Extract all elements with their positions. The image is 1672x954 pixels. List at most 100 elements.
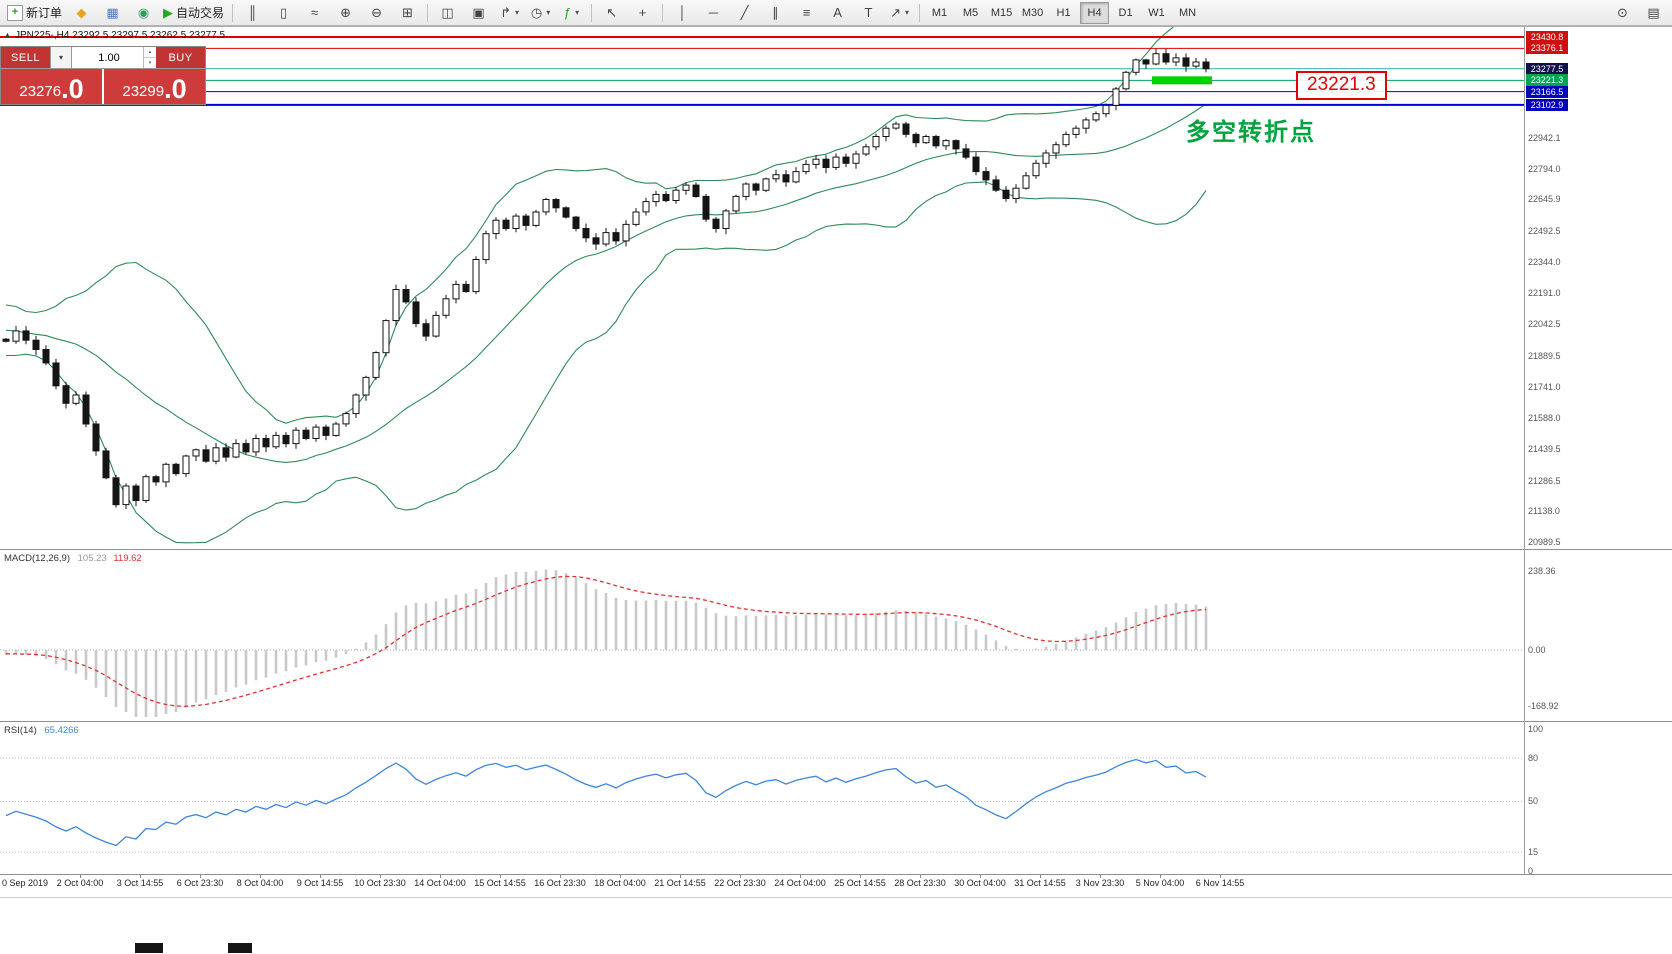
buy-price-display[interactable]: 23299 .0 [104,69,205,104]
horizontal-line-icon[interactable]: ─ [698,1,729,25]
fibonacci-icon: ≡ [802,5,811,20]
data-window-icon[interactable]: ▦ [97,1,128,25]
navigator-icon: ◉ [137,5,150,20]
price-level-tag: 23102.9 [1526,99,1568,111]
zoom-in-icon: ⊕ [340,5,351,20]
time-axis-tick [1220,875,1221,878]
macd-axis-label: 238.36 [1528,566,1556,576]
market-watch-icon[interactable]: ◆ [66,1,97,25]
navigator-icon[interactable]: ◉ [128,1,159,25]
tile-windows-icon[interactable]: ◫ [432,1,463,25]
price-axis-label: 22344.0 [1528,257,1561,267]
period-icon[interactable]: ◷ ▾ [525,1,556,25]
sell-price-display[interactable]: 23276 .0 [1,69,102,104]
text-label-icon[interactable]: T [853,1,884,25]
trade-panel-controls: SELL ▾ ▴ ▾ BUY [0,46,206,68]
fibonacci-icon[interactable]: ≡ [791,1,822,25]
volume-field-wrap: ▴ ▾ [72,47,156,68]
cascade-windows-icon: ▣ [472,5,485,20]
candlestick-chart-icon[interactable]: ▯ [268,1,299,25]
price-axis-label: 21741.0 [1528,382,1561,392]
zoom-in-icon[interactable]: ⊕ [330,1,361,25]
dropdown-caret-icon: ▾ [575,8,580,17]
time-axis-tick [140,875,141,878]
new-order-button[interactable]: + 新订单 [3,1,66,25]
indicators-icon[interactable]: ƒ ▾ [556,1,587,25]
tf-mn[interactable]: MN [1178,6,1197,19]
tf-m15[interactable]: M15 [990,6,1013,19]
time-axis-tick [680,875,681,878]
cursor-icon[interactable]: ↖ [596,1,627,25]
text-icon: A [833,5,842,20]
new-order-button-label: 新订单 [26,6,63,20]
price-level-tag: 23430.8 [1526,31,1568,43]
auto-trading-button-label: 自动交易 [176,6,225,20]
channel-icon: ∥ [772,5,779,20]
cascade-windows-icon[interactable]: ▣ [463,1,494,25]
volume-down-icon[interactable]: ▾ [148,60,152,66]
zoom-out-icon[interactable]: ⊖ [361,1,392,25]
time-axis-label: 6 Oct 23:30 [176,878,224,888]
sell-price-frac: .0 [61,74,84,104]
new-chart-icon[interactable]: ▤ [1638,1,1669,25]
volume-input[interactable] [72,47,156,68]
rsi-axis-label: 100 [1528,724,1544,734]
market-watch-icon: ◆ [76,5,87,20]
price-axis-label: 21588.0 [1528,413,1561,423]
period-icon: ◷ [530,5,543,20]
grid-icon[interactable]: ⊞ [392,1,423,25]
price-axis-label: 21889.5 [1528,351,1561,361]
symbol-ohlc-text: JPN225-,H4 23292.5 23297.5 23262.5 23277… [14,30,226,41]
time-axis-label: 0 Sep 2019 [2,878,49,888]
candlestick-chart-icon: ▯ [279,5,288,20]
crosshair-icon: + [638,5,647,20]
vertical-line-icon[interactable]: │ [667,1,698,25]
horizontal-line-icon: ─ [708,5,719,20]
auto-trading-button[interactable]: ▶ 自动交易 [159,1,228,25]
time-axis-tick [1100,875,1101,878]
search-icon[interactable]: ⊙ [1607,1,1638,25]
text-icon[interactable]: A [822,1,853,25]
tf-h1[interactable]: H1 [1056,6,1071,19]
time-axis-label: 10 Oct 23:30 [354,878,406,888]
tf-d1[interactable]: D1 [1118,6,1133,19]
tf-m5[interactable]: M5 [962,6,979,19]
price-axis-label: 22042.5 [1528,319,1561,329]
crosshair-icon[interactable]: + [627,1,658,25]
toolbar-sep [232,3,234,22]
tf-m1[interactable]: M1 [931,6,948,19]
volume-spinner[interactable]: ▴ ▾ [143,47,156,68]
trade-panel-dropdown[interactable]: ▾ [50,47,72,68]
rsi-axis-label: 50 [1528,796,1539,806]
price-axis-label: 22492.5 [1528,226,1561,236]
tf-w1[interactable]: W1 [1148,6,1165,19]
collapse-icon[interactable]: ▲ [4,32,11,39]
line-chart-icon[interactable]: ≈ [299,1,330,25]
volume-up-icon[interactable]: ▴ [144,47,156,58]
rsi-name: RSI(14) [4,725,37,736]
time-axis-label: 5 Nov 04:00 [1135,878,1185,888]
one-click-trading-panel: SELL ▾ ▴ ▾ BUY 23276 .0 23299 .0 [0,46,206,105]
turning-point-text[interactable]: 多空转折点 [1186,119,1316,146]
arrows-icon[interactable]: ↗ ▾ [884,1,915,25]
text-label-icon: T [864,5,873,20]
rsi-value: 65.4266 [44,725,79,736]
tf-h4[interactable]: H4 [1080,1,1110,24]
macd-axis-label: -168.92 [1528,701,1559,711]
trendline-icon[interactable]: ╱ [729,1,760,25]
channel-icon[interactable]: ∥ [760,1,791,25]
price-annotation-box[interactable]: 23221.3 [1296,71,1387,100]
price-axis-label: 21138.0 [1528,506,1560,516]
chart-symbol-header: ▲ JPN225-,H4 23292.5 23297.5 23262.5 232… [4,30,225,41]
price-axis-label: 22191.0 [1528,288,1561,298]
chart-shift-icon[interactable]: ↱ ▾ [494,1,525,25]
main-toolbar: + 新订单 ◆ ▦ ◉ ▶ 自动交易 ║ ▯ ≈ ⊕ ⊖ ⊞ ◫ ▣ ↱ ▾ ◷ ▾ ƒ ▾ ↖ + │ ─ ╱ ∥ ≡ A T ↗ ▾ M1 M… [0,0,1672,26]
buy-button[interactable]: BUY [156,47,205,68]
time-axis-label: 3 Nov 23:30 [1075,878,1125,888]
sell-button[interactable]: SELL [1,47,50,68]
bar-chart-icon[interactable]: ║ [237,1,268,25]
price-level-tag: 23166.5 [1526,86,1568,98]
tf-m30[interactable]: M30 [1021,6,1044,19]
